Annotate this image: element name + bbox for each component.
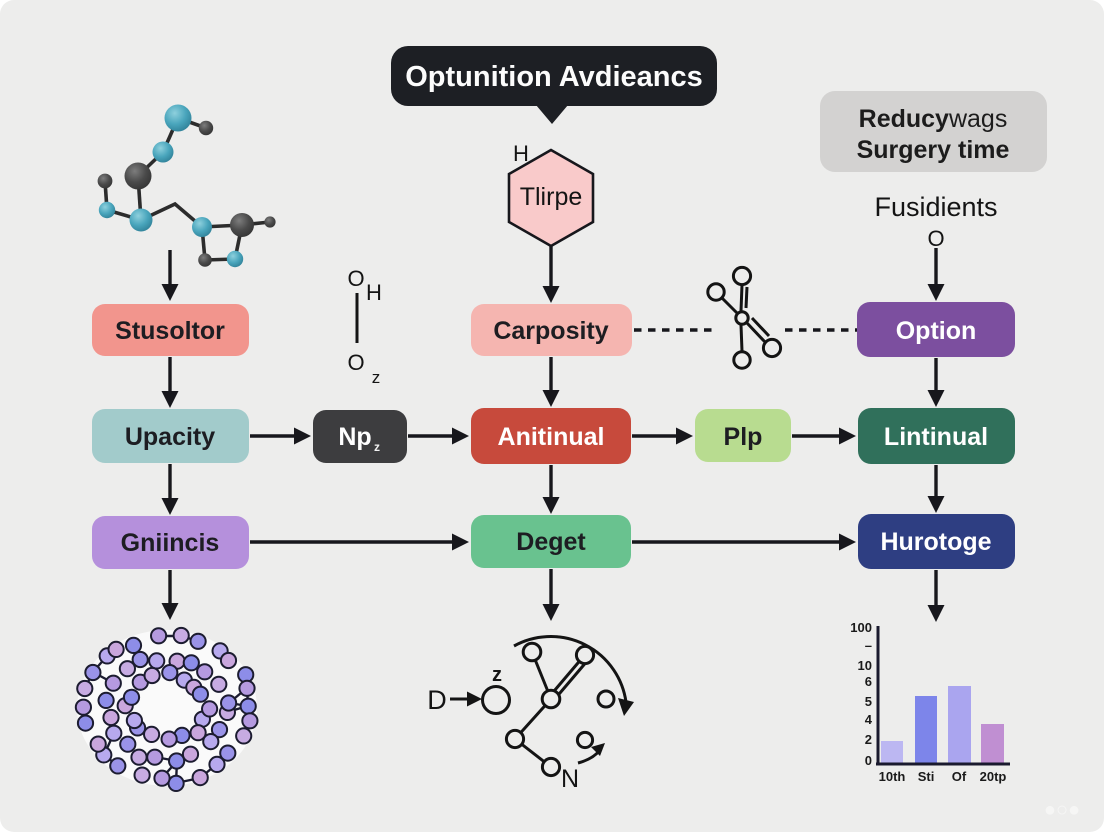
svg-text:Upacity: Upacity xyxy=(125,423,215,451)
svg-text:Gniincis: Gniincis xyxy=(121,529,220,557)
svg-text:20tp: 20tp xyxy=(980,769,1007,784)
svg-text:Stusoltor: Stusoltor xyxy=(115,317,225,345)
svg-text:2: 2 xyxy=(865,732,872,747)
svg-text:●○●: ●○● xyxy=(1044,799,1080,821)
svg-text:10th: 10th xyxy=(879,769,906,784)
svg-text:Deget: Deget xyxy=(516,528,586,556)
svg-text:Np: Np xyxy=(338,423,371,451)
svg-text:100: 100 xyxy=(850,620,872,635)
svg-text:Optunition Avdieancs: Optunition Avdieancs xyxy=(405,61,703,93)
svg-text:4: 4 xyxy=(865,712,873,727)
svg-text:Tlirpe: Tlirpe xyxy=(520,183,583,211)
svg-text:Reducywags: Reducywags xyxy=(859,105,1008,133)
svg-text:z: z xyxy=(372,368,381,387)
svg-text:Carposity: Carposity xyxy=(493,317,608,345)
svg-text:Of: Of xyxy=(952,769,967,784)
svg-text:D: D xyxy=(427,685,447,715)
svg-text:O: O xyxy=(927,226,944,251)
svg-text:z: z xyxy=(374,440,380,454)
svg-text:Option: Option xyxy=(896,317,977,345)
svg-text:6: 6 xyxy=(865,674,872,689)
svg-text:z: z xyxy=(492,664,502,686)
svg-text:0: 0 xyxy=(865,753,872,768)
svg-text:Lintinual: Lintinual xyxy=(884,423,988,451)
svg-text:N: N xyxy=(561,765,579,793)
svg-text:–: – xyxy=(865,638,872,653)
svg-text:10: 10 xyxy=(858,658,872,673)
svg-text:Fusidients: Fusidients xyxy=(874,192,997,222)
svg-text:H: H xyxy=(366,280,382,305)
svg-text:Anitinual: Anitinual xyxy=(498,423,605,451)
svg-text:O: O xyxy=(347,350,364,375)
svg-text:Hurotoge: Hurotoge xyxy=(880,528,991,556)
svg-text:Surgery time: Surgery time xyxy=(857,136,1010,164)
svg-text:5: 5 xyxy=(865,694,872,709)
svg-text:O: O xyxy=(347,266,364,291)
svg-text:Sti: Sti xyxy=(918,769,935,784)
svg-text:Plp: Plp xyxy=(724,423,763,451)
svg-text:H: H xyxy=(513,141,529,166)
